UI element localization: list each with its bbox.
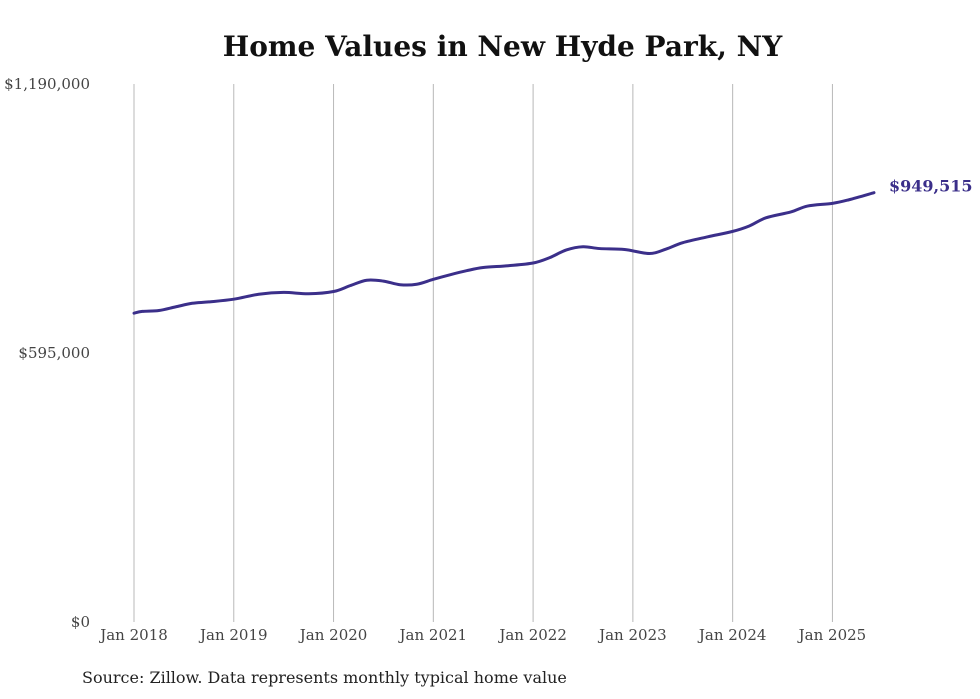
home-value-line bbox=[132, 191, 876, 315]
source-note: Source: Zillow. Data represents monthly … bbox=[82, 668, 567, 687]
x-tick-label: Jan 2020 bbox=[298, 626, 368, 644]
x-tick-label: Jan 2021 bbox=[398, 626, 468, 644]
x-tick-label: Jan 2019 bbox=[198, 626, 268, 644]
x-tick-label: Jan 2023 bbox=[597, 626, 667, 644]
latest-value-label: $949,515 bbox=[889, 177, 973, 196]
y-tick-label: $1,190,000 bbox=[4, 75, 90, 93]
chart-title: Home Values in New Hyde Park, NY bbox=[222, 30, 783, 63]
y-tick-label: $0 bbox=[71, 613, 90, 631]
x-tick-label: Jan 2022 bbox=[497, 626, 567, 644]
x-tick-label: Jan 2018 bbox=[98, 626, 168, 644]
y-axis-ticks: $0 $595,000 $1,190,000 bbox=[4, 75, 90, 631]
gridlines bbox=[133, 84, 833, 622]
x-axis-ticks: Jan 2018 Jan 2019 Jan 2020 Jan 2021 Jan 2022… bbox=[98, 626, 866, 644]
y-tick-label: $595,000 bbox=[18, 344, 90, 362]
x-tick-label: Jan 2024 bbox=[697, 626, 767, 644]
x-tick-label: Jan 2025 bbox=[797, 626, 867, 644]
